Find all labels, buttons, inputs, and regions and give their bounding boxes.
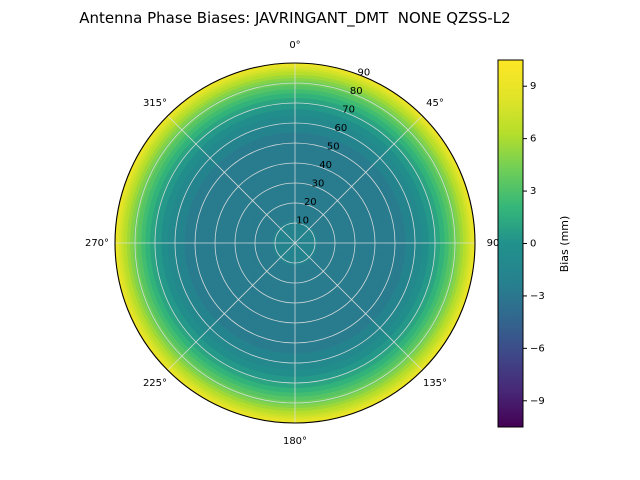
r-tick-label: 80: [350, 86, 363, 97]
r-tick-label: 10: [296, 216, 309, 227]
theta-tick-label: 270°: [85, 238, 109, 249]
theta-tick-label: 135°: [423, 378, 447, 389]
polar-grid: [115, 63, 475, 423]
r-tick-label: 70: [342, 105, 355, 116]
colorbar-tick-label: 3: [530, 186, 536, 197]
theta-tick-label: 90: [487, 238, 500, 249]
r-tick-label: 20: [304, 197, 317, 208]
theta-tick-labels: 0° 45° 90 135° 180° 225° 270° 315°: [85, 40, 499, 447]
theta-tick-label: 315°: [143, 98, 167, 109]
colorbar-tick-label: −3: [530, 291, 545, 302]
theta-tick-label: 180°: [283, 436, 307, 447]
grid-radial-line: [167, 115, 296, 244]
grid-radial-line: [294, 115, 423, 244]
r-tick-label: 60: [335, 123, 348, 134]
colorbar-tick-label: 9: [530, 81, 536, 92]
colorbar-tick-label: 6: [530, 134, 536, 145]
colorbar: −9 −6 −3 0 3 6 9: [497, 59, 545, 428]
polar-axes-edge: [114, 62, 476, 424]
theta-tick-label: 225°: [143, 378, 167, 389]
colorbar-label: Bias (mm): [558, 216, 571, 273]
colorbar-tick-label: 0: [530, 239, 536, 250]
r-tick-label: 30: [312, 179, 325, 190]
colorbar-tick-label: −9: [530, 396, 545, 407]
theta-tick-label: 45°: [426, 98, 444, 109]
r-tick-label: 40: [319, 160, 332, 171]
r-tick-label: 90: [358, 68, 371, 79]
grid-radial-line: [294, 242, 423, 371]
r-tick-label: 50: [327, 142, 340, 153]
chart-title: Antenna Phase Biases: JAVRINGANT_DMT NON…: [79, 9, 511, 27]
theta-tick-label: 0°: [289, 40, 300, 51]
grid-radial-line: [167, 242, 296, 371]
colorbar-tick-label: −6: [530, 343, 545, 354]
r-tick-labels: 10 20 30 40 50 60 70 80 90: [296, 68, 370, 227]
colorbar-gradient: [498, 60, 523, 427]
